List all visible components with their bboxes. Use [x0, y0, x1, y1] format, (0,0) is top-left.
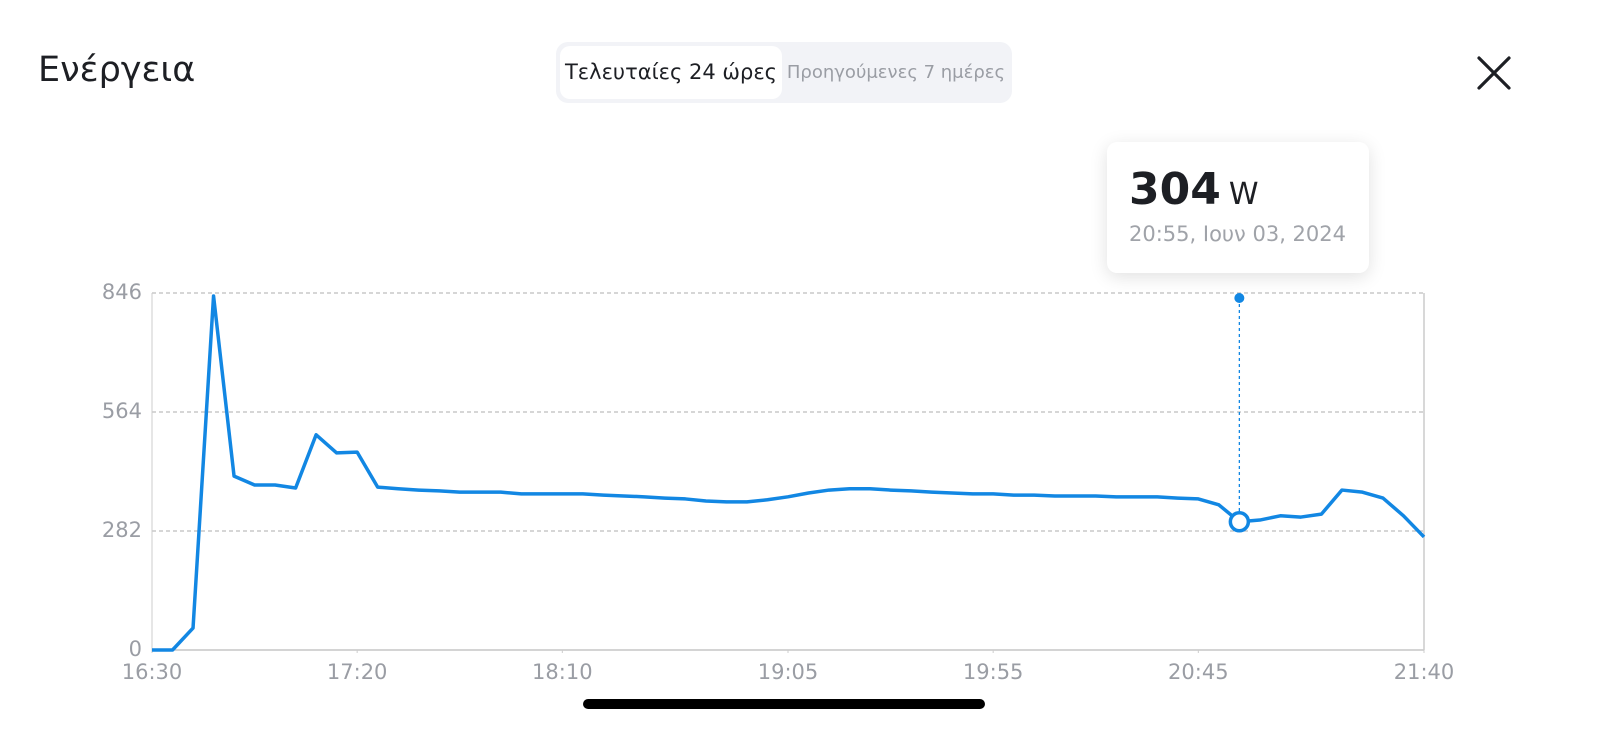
tab[interactable]: Προηγούμενες 7 ημέρες — [786, 62, 1006, 83]
x-tick-label: 20:45 — [1168, 660, 1229, 684]
highlight-point — [1228, 510, 1251, 533]
tooltip-time: 20:55, Ιουν 03, 2024 — [1129, 222, 1346, 246]
tooltip-value: 304 W — [1129, 164, 1259, 215]
x-tick-label: 17:20 — [327, 660, 388, 684]
tooltip: 304 W 20:55, Ιουν 03, 2024 — [1107, 142, 1369, 273]
tab[interactable]: Τελευταίες 24 ώρες — [560, 46, 782, 99]
y-tick-label: 564 — [102, 399, 142, 423]
x-tick-label: 19:55 — [963, 660, 1024, 684]
segmented-control: Τελευταίες 24 ώρες Προηγούμενες 7 ημέρες — [556, 42, 1012, 103]
y-tick-label: 282 — [102, 518, 142, 542]
y-tick-label: 846 — [102, 280, 142, 304]
y-tick-label: 0 — [129, 637, 142, 661]
x-tick-label: 21:40 — [1394, 660, 1455, 684]
close-button[interactable] — [1476, 55, 1512, 91]
unit: W — [1228, 177, 1259, 212]
x-tick-label: 16:30 — [122, 660, 183, 684]
line — [152, 294, 1426, 652]
x-tick-label: 19:05 — [758, 660, 819, 684]
value: 304 — [1129, 164, 1221, 215]
crosshair-top — [1234, 293, 1245, 303]
x-tick-label: 18:10 — [532, 660, 593, 684]
home-indicator — [583, 699, 985, 709]
page-title: Ενέργεια — [38, 50, 196, 90]
